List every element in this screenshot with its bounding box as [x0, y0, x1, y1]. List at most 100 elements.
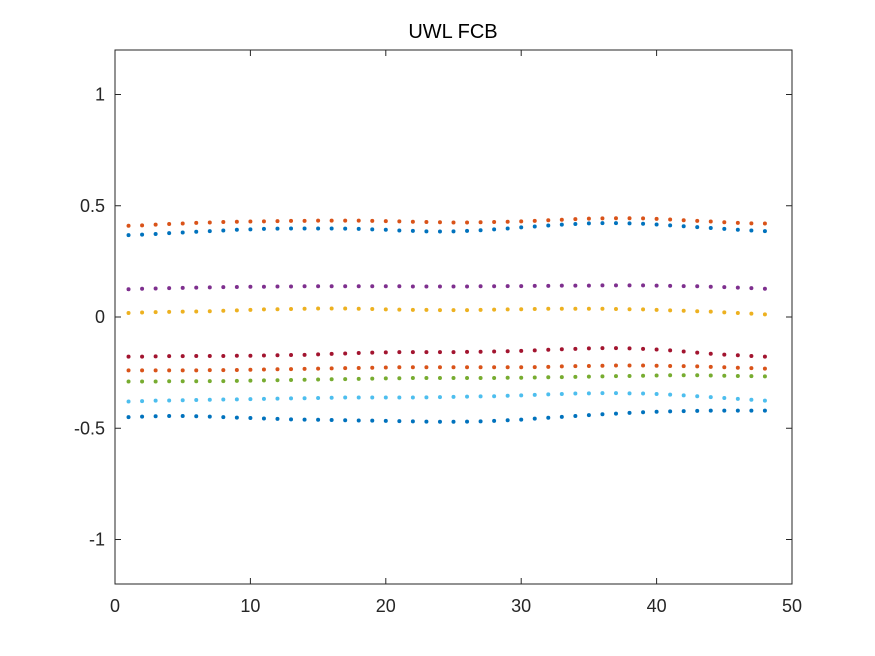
- data-point: [681, 224, 686, 229]
- data-point: [505, 418, 510, 423]
- data-point: [370, 376, 375, 381]
- data-point: [167, 414, 172, 419]
- data-point: [546, 223, 551, 228]
- data-point: [600, 374, 605, 379]
- data-point: [207, 220, 212, 225]
- data-point: [261, 307, 266, 312]
- data-point: [559, 222, 564, 227]
- data-point: [641, 373, 646, 378]
- data-point: [627, 221, 632, 226]
- data-point: [573, 414, 578, 419]
- data-point: [437, 308, 442, 313]
- data-point: [329, 418, 334, 423]
- data-point: [722, 352, 727, 357]
- data-point: [140, 232, 145, 237]
- data-point: [383, 365, 388, 370]
- data-point: [289, 306, 294, 311]
- data-point: [654, 307, 659, 312]
- data-point: [275, 307, 280, 312]
- data-point: [762, 374, 767, 379]
- series-6: [126, 363, 767, 373]
- data-point: [600, 306, 605, 311]
- data-point: [180, 221, 185, 226]
- data-point: [316, 226, 321, 231]
- data-point: [180, 285, 185, 290]
- data-point: [762, 354, 767, 359]
- data-point: [627, 363, 632, 368]
- data-point: [762, 398, 767, 403]
- data-point: [424, 284, 429, 289]
- data-point: [627, 216, 632, 221]
- data-point: [532, 375, 537, 380]
- data-point: [478, 228, 483, 233]
- data-point: [654, 216, 659, 221]
- data-point: [180, 354, 185, 359]
- data-point: [302, 226, 307, 231]
- data-point: [194, 379, 199, 384]
- data-point: [762, 408, 767, 413]
- data-point: [248, 219, 253, 224]
- x-tick-label: 10: [240, 596, 260, 616]
- data-point: [234, 367, 239, 372]
- x-tick-label: 50: [782, 596, 802, 616]
- data-point: [424, 219, 429, 224]
- data-point: [329, 306, 334, 311]
- data-point: [302, 352, 307, 357]
- data-point: [505, 226, 510, 231]
- data-point: [221, 353, 226, 358]
- data-point: [167, 231, 172, 236]
- data-point: [302, 396, 307, 401]
- data-point: [654, 409, 659, 414]
- data-point: [356, 351, 361, 356]
- data-point: [302, 377, 307, 382]
- data-point: [370, 365, 375, 370]
- data-point: [478, 365, 483, 370]
- data-point: [722, 226, 727, 231]
- x-tick-label: 20: [376, 596, 396, 616]
- data-point: [343, 306, 348, 311]
- data-point: [613, 216, 618, 221]
- data-point: [194, 285, 199, 290]
- data-point: [397, 350, 402, 355]
- data-point: [383, 350, 388, 355]
- data-point: [722, 408, 727, 413]
- data-point: [465, 419, 470, 424]
- series-5: [126, 346, 767, 359]
- data-point: [343, 395, 348, 400]
- data-point: [289, 353, 294, 358]
- data-point: [681, 393, 686, 398]
- data-point: [343, 284, 348, 289]
- data-point: [465, 375, 470, 380]
- data-point: [180, 379, 185, 384]
- data-point: [641, 216, 646, 221]
- data-point: [126, 287, 131, 292]
- data-point: [586, 283, 591, 288]
- data-point: [492, 394, 497, 399]
- data-point: [397, 219, 402, 224]
- data-point: [167, 309, 172, 314]
- data-point: [329, 218, 334, 223]
- data-point: [749, 366, 754, 371]
- data-point: [641, 283, 646, 288]
- data-point: [424, 365, 429, 370]
- data-point: [532, 348, 537, 353]
- data-point: [140, 223, 145, 228]
- data-point: [275, 378, 280, 383]
- data-point: [627, 283, 632, 288]
- data-point: [573, 217, 578, 222]
- data-point: [762, 229, 767, 234]
- data-point: [383, 284, 388, 289]
- data-point: [722, 285, 727, 290]
- data-point: [627, 373, 632, 378]
- data-point: [559, 364, 564, 369]
- data-point: [140, 399, 145, 404]
- data-point: [708, 226, 713, 230]
- data-point: [505, 307, 510, 312]
- data-point: [749, 397, 754, 402]
- data-point: [370, 227, 375, 232]
- data-point: [451, 419, 456, 424]
- data-point: [207, 353, 212, 358]
- data-point: [126, 379, 131, 384]
- data-point: [465, 349, 470, 354]
